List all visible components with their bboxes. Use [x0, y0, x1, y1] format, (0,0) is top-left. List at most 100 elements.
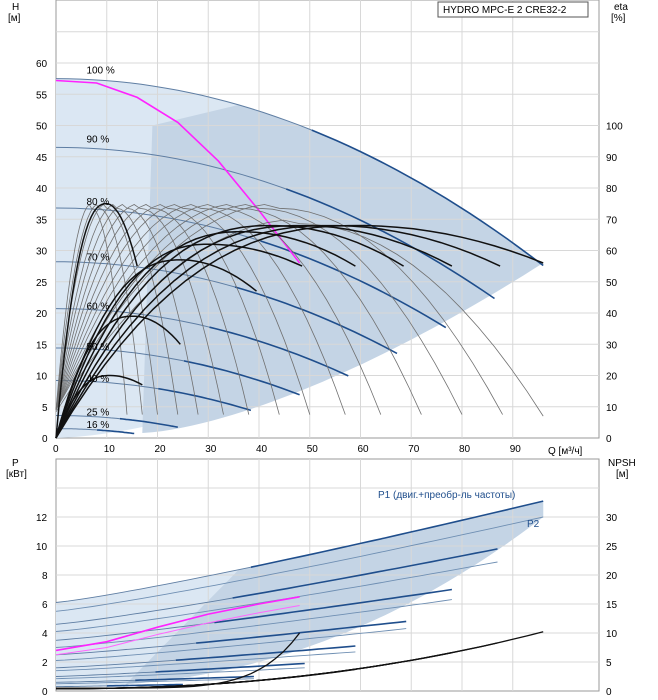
p1-curve-thin [55, 622, 215, 641]
head-curve-bold [209, 326, 349, 377]
npsh-unit: [м] [616, 469, 629, 480]
p2-curve [55, 667, 305, 680]
efficiency-curve [55, 219, 544, 417]
chart-title: HYDRO MPC-E 2 CRE32-2 [443, 5, 567, 16]
p-label: P [12, 458, 19, 469]
p-tick-label: 6 [42, 600, 48, 611]
y-right-tick-label: 50 [606, 278, 618, 289]
title-box [437, 1, 589, 18]
x-tick-label: 80 [459, 444, 471, 455]
y-right-tick-label: 60 [606, 247, 618, 258]
bold-efficiency-curve [55, 224, 453, 439]
x-tick-label: 50 [307, 444, 319, 455]
p2-curve [55, 651, 356, 672]
p1-curve-bold [196, 620, 407, 644]
y-right-tick-label: 40 [606, 309, 618, 320]
p1-curve-bold [175, 645, 356, 661]
head-curve-bold [234, 286, 398, 355]
p2-curve [55, 516, 544, 612]
p1-curve-bold [135, 675, 254, 682]
y-left-tick-label: 5 [42, 403, 48, 414]
x-tick-label: 0 [53, 444, 59, 455]
p1-curve-bold [106, 683, 183, 687]
p-tick-label: 8 [42, 571, 48, 582]
head-curve-thin [56, 347, 184, 362]
p1-curve-thin [55, 679, 136, 683]
speed-label: 70 % [86, 253, 109, 264]
p1-curve-thin [55, 566, 251, 603]
y-right-tick-label: 30 [606, 340, 618, 351]
npsh-tick-label: 5 [606, 658, 612, 669]
efficiency-curve [55, 204, 346, 415]
p-tick-label: 0 [42, 687, 48, 698]
y-left-label: H [12, 2, 19, 13]
top-curves: 100 % 90 % 80 % 70 % 60 % 50 % 40 % 25 %16 % [55, 66, 544, 439]
power-npsh-panel: 0 2 4 6 8 10 12 0 5 10 15 20 25 30 P [кВт] NPSH [м] P… [6, 458, 636, 698]
bottom-grid [56, 459, 599, 691]
p2-curve [55, 599, 452, 648]
speed-label: 16 % [86, 420, 109, 431]
x-tick-label: 10 [104, 444, 116, 455]
y-left-tick-label: 60 [36, 59, 48, 70]
p-tick-label: 12 [36, 513, 48, 524]
head-curve-thin [55, 308, 210, 328]
head-curve-thin [56, 380, 159, 390]
efficiency-curve [55, 204, 250, 415]
npsh-tick-label: 20 [606, 571, 618, 582]
p2-curve [55, 678, 254, 685]
y-left-tick-label: 15 [36, 340, 48, 351]
power-regions [56, 501, 544, 689]
head-curve-bold [285, 188, 495, 300]
y-left-tick-label: 55 [36, 90, 48, 101]
bold-efficiency-curve [55, 224, 501, 439]
y-right-tick-label: 80 [606, 184, 618, 195]
y-left-unit: [м] [8, 13, 21, 24]
y-right-tick-label: 70 [606, 215, 618, 226]
top-ticks: 0 10 20 30 40 50 60 70 80 90 0 5 10 15 20 25 30 35 40 45 50 5… [36, 59, 623, 455]
y-right-unit: [%] [611, 13, 626, 24]
speed-label: 100 % [86, 66, 114, 77]
head-curve-bold [183, 360, 300, 396]
bold-efficiency-curve [55, 231, 356, 439]
head-curve-bold [158, 387, 252, 412]
y-left-tick-label: 10 [36, 372, 48, 383]
p1-curve-thin [56, 685, 107, 688]
p1-curve-thin [55, 642, 197, 656]
x-tick-label: 40 [256, 444, 268, 455]
single-pump-p1 [55, 596, 300, 652]
x-unit-label: Q [м³/ч] [548, 446, 583, 457]
single-pump-p2 [55, 605, 300, 656]
efficiency-curve [55, 204, 503, 415]
npsh-tick-label: 10 [606, 629, 618, 640]
p-unit: [кВт] [6, 469, 27, 480]
head-curve-bold [119, 417, 178, 428]
npsh-tick-label: 30 [606, 513, 618, 524]
p1-curve-bold [214, 588, 453, 624]
efficiency-curve [55, 204, 463, 415]
bold-efficiency-curve [55, 224, 404, 439]
top-grid [56, 0, 599, 438]
speed-label: 25 % [86, 408, 109, 419]
p1-curve-thin [55, 659, 176, 669]
speed-label: 40 % [86, 374, 109, 385]
x-tick-label: 20 [155, 444, 167, 455]
x-tick-label: 90 [510, 444, 522, 455]
bottom-curves [55, 500, 544, 690]
y-left-tick-label: 35 [36, 215, 48, 226]
head-curve-thin [55, 146, 287, 190]
p-tick-label: 2 [42, 658, 48, 669]
p-tick-label: 4 [42, 629, 48, 640]
y-right-label: eta [614, 2, 628, 13]
npsh-curve [56, 632, 301, 689]
efficiency-curve [55, 204, 311, 415]
bottom-ticks: 0 2 4 6 8 10 12 0 5 10 15 20 25 30 [36, 513, 618, 698]
npsh-tick-label: 0 [606, 687, 612, 698]
bold-efficiency-curve [55, 243, 303, 439]
p-tick-label: 10 [36, 542, 48, 553]
y-left-tick-label: 0 [42, 434, 48, 445]
p1-curve-bold [155, 662, 305, 673]
head-curve-bold [96, 429, 135, 435]
speed-label: 60 % [86, 301, 109, 312]
bold-efficiency-curve [55, 224, 544, 439]
